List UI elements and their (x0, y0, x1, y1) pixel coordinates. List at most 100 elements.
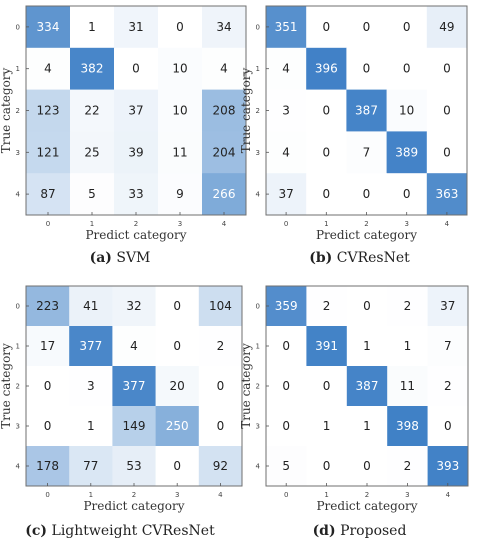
y-tick-label: 3 (256, 149, 260, 157)
cell-value-label: 2 (323, 299, 331, 313)
heatmap-cell (306, 366, 348, 407)
heatmap-cell (306, 131, 347, 174)
heatmap-cell (70, 131, 115, 174)
y-tick-label: 4 (256, 191, 261, 199)
cell-value-label: 0 (322, 20, 330, 34)
cell-value-label: 37 (440, 299, 455, 313)
heatmap-cell (266, 326, 307, 367)
cell-value-label: 0 (282, 379, 290, 393)
heatmap-cell (346, 89, 387, 132)
heatmap-cell (427, 366, 469, 407)
cell-value-label: 34 (216, 20, 231, 34)
heatmap-cell (266, 286, 307, 327)
cell-value-label: 0 (176, 20, 184, 34)
caption-proposed: (d) Proposed (240, 523, 479, 539)
cell-value-label: 0 (363, 459, 371, 473)
heatmap-cell (426, 131, 468, 174)
chart-panel-lightweight-cvresnet: 223 41 32 0 104 17 377 4 0 2 0 3 377 20 0 0 1 149 250 0 178 7… (0, 280, 243, 550)
cell-value-label: 0 (282, 419, 290, 433)
cell-value-label: 0 (173, 459, 181, 473)
caption-cvresnet: (b) CVResNet (240, 250, 479, 266)
x-tick-label: 3 (175, 491, 179, 499)
cell-value-label: 223 (36, 299, 59, 313)
y-tick-label: 2 (16, 107, 20, 115)
heatmap-cell (346, 47, 387, 90)
heatmap-cell (26, 286, 70, 327)
caption-svm: (a) SVM (0, 250, 240, 266)
heatmap-cell (26, 406, 70, 447)
y-tick-label: 0 (16, 23, 20, 31)
heatmap-cell (306, 173, 347, 216)
heatmap-cell (155, 366, 200, 407)
heatmap-cell (306, 406, 348, 447)
y-axis-label: True category (239, 343, 253, 429)
heatmap-cell (26, 326, 70, 367)
heatmap-cell (114, 47, 159, 90)
cell-value-label: 0 (173, 299, 181, 313)
cell-value-label: 0 (444, 419, 452, 433)
heatmap-cell (114, 89, 159, 132)
heatmap-cell (114, 173, 159, 216)
cell-value-label: 0 (443, 104, 451, 118)
caption-lightweight-cvresnet: (c) Lightweight CVResNet (0, 523, 240, 539)
heatmap-cell (155, 326, 200, 367)
heatmap-cell (155, 406, 200, 447)
heatmap-cell (70, 6, 115, 49)
cell-value-label: 20 (170, 379, 185, 393)
cell-value-label: 0 (403, 187, 411, 201)
heatmap-cell (306, 286, 348, 327)
cell-value-label: 123 (37, 104, 60, 118)
cell-value-label: 0 (282, 339, 290, 353)
cell-value-label: 0 (217, 419, 225, 433)
heatmap-cell (427, 446, 469, 487)
cell-value-label: 4 (282, 62, 290, 76)
heatmap-cell (112, 446, 156, 487)
cell-value-label: 208 (213, 104, 236, 118)
cell-value-label: 363 (435, 187, 458, 201)
cell-value-label: 1 (363, 339, 371, 353)
cell-value-label: 87 (40, 187, 55, 201)
heatmap-cell (112, 366, 156, 407)
heatmap-cell (426, 173, 468, 216)
y-tick-label: 4 (256, 463, 261, 471)
heatmap-cell (426, 47, 468, 90)
x-tick-label: 1 (324, 491, 328, 499)
heatmap-cell (202, 131, 247, 174)
heatmap-cell (112, 286, 156, 327)
caption-letter: (d) (312, 523, 336, 539)
x-tick-label: 4 (446, 491, 451, 499)
cell-value-label: 49 (439, 20, 454, 34)
chart-panel-svm: 334 1 31 0 34 4 382 0 10 4 123 22 37 10 208 121 25 39 11 20… (0, 0, 247, 275)
cell-value-label: 3 (87, 379, 95, 393)
x-axis-label: Predict category (316, 228, 417, 242)
caption-letter: (b) (309, 250, 333, 266)
cell-value-label: 39 (128, 145, 143, 159)
x-tick-label: 0 (46, 220, 50, 228)
heatmap-cell (386, 131, 428, 174)
cell-value-label: 31 (128, 20, 143, 34)
cell-value-label: 5 (88, 187, 96, 201)
x-tick-label: 3 (178, 220, 182, 228)
heatmap-cell (112, 406, 156, 447)
heatmap-cell (387, 286, 428, 327)
cell-value-label: 334 (37, 20, 60, 34)
caption-text: Lightweight CVResNet (51, 523, 215, 539)
x-tick-label: 0 (45, 491, 49, 499)
cell-value-label: 178 (36, 459, 59, 473)
x-tick-label: 3 (404, 220, 408, 228)
cell-value-label: 11 (172, 145, 187, 159)
heatmap-cell (306, 326, 348, 367)
heatmap-cell (26, 131, 71, 174)
heatmap-cell (26, 6, 71, 49)
heatmap-cell (266, 446, 307, 487)
y-tick-label: 1 (256, 65, 260, 73)
x-tick-label: 3 (405, 491, 409, 499)
x-axis-label: Predict category (85, 228, 186, 242)
x-axis-label: Predict category (316, 499, 417, 513)
y-tick-label: 0 (16, 303, 20, 311)
caption-text: CVResNet (336, 250, 410, 266)
y-tick-label: 3 (256, 423, 260, 431)
cell-value-label: 1 (363, 419, 371, 433)
